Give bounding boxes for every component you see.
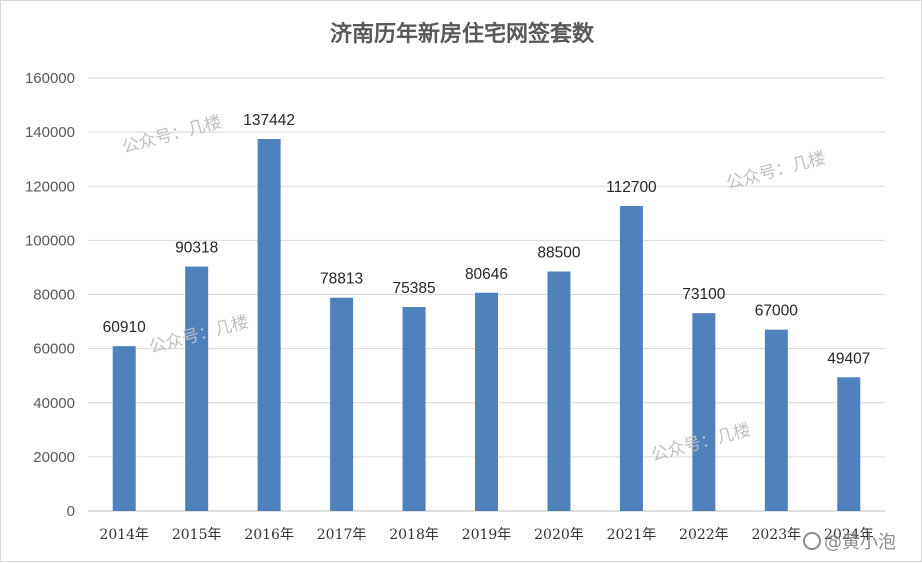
bar [330, 297, 354, 511]
bar [547, 271, 571, 511]
bar [619, 206, 643, 512]
y-tick-label: 20000 [33, 449, 75, 466]
data-label: 88500 [537, 244, 580, 261]
y-tick-label: 160000 [25, 70, 75, 87]
data-label: 60910 [103, 319, 146, 336]
watermark-public-account-1: 公众号：几楼 [120, 112, 224, 158]
chart-title: 济南历年新房住宅网签套数 [330, 21, 595, 47]
watermark-public-account-2: 公众号：几楼 [724, 148, 828, 194]
y-tick-label: 100000 [25, 232, 75, 249]
y-tick-label: 140000 [25, 124, 75, 141]
data-label: 80646 [465, 266, 508, 283]
x-tick-label: 2019年 [462, 527, 512, 543]
data-label: 112700 [606, 179, 657, 196]
data-label: 67000 [755, 303, 798, 320]
bar [257, 139, 281, 511]
x-tick-label: 2018年 [389, 527, 439, 543]
data-label: 90318 [175, 240, 218, 257]
x-tick-label: 2021年 [607, 527, 657, 543]
bar [837, 377, 861, 511]
data-label: 137442 [243, 112, 295, 129]
x-tick-label: 2014年 [99, 527, 149, 543]
x-tick-label: 2020年 [534, 527, 584, 543]
y-tick-label: 80000 [33, 287, 75, 304]
x-tick-label: 2024年 [824, 527, 874, 543]
x-tick-label: 2023年 [751, 527, 801, 543]
x-tick-label: 2015年 [172, 527, 222, 543]
weibo-handle: @黄小泡 [824, 532, 896, 553]
bar [764, 329, 788, 511]
weibo-watermark: @黄小泡 [803, 532, 896, 553]
x-tick-label: 2022年 [679, 527, 729, 543]
bar [185, 266, 209, 511]
bar [692, 313, 716, 511]
y-tick-label: 40000 [33, 395, 75, 412]
data-label: 49407 [827, 350, 870, 367]
data-label: 78813 [320, 271, 363, 288]
bar [475, 292, 498, 511]
y-tick-label: 60000 [33, 341, 75, 358]
data-label: 73100 [682, 286, 725, 303]
bar [112, 346, 136, 511]
y-tick-label: 0 [67, 503, 75, 520]
data-label: 75385 [392, 280, 435, 297]
bar [402, 306, 426, 511]
x-tick-label: 2017年 [317, 527, 367, 543]
weibo-logo-icon [803, 532, 821, 550]
x-tick-label: 2016年 [244, 527, 294, 543]
y-tick-label: 120000 [25, 178, 75, 195]
